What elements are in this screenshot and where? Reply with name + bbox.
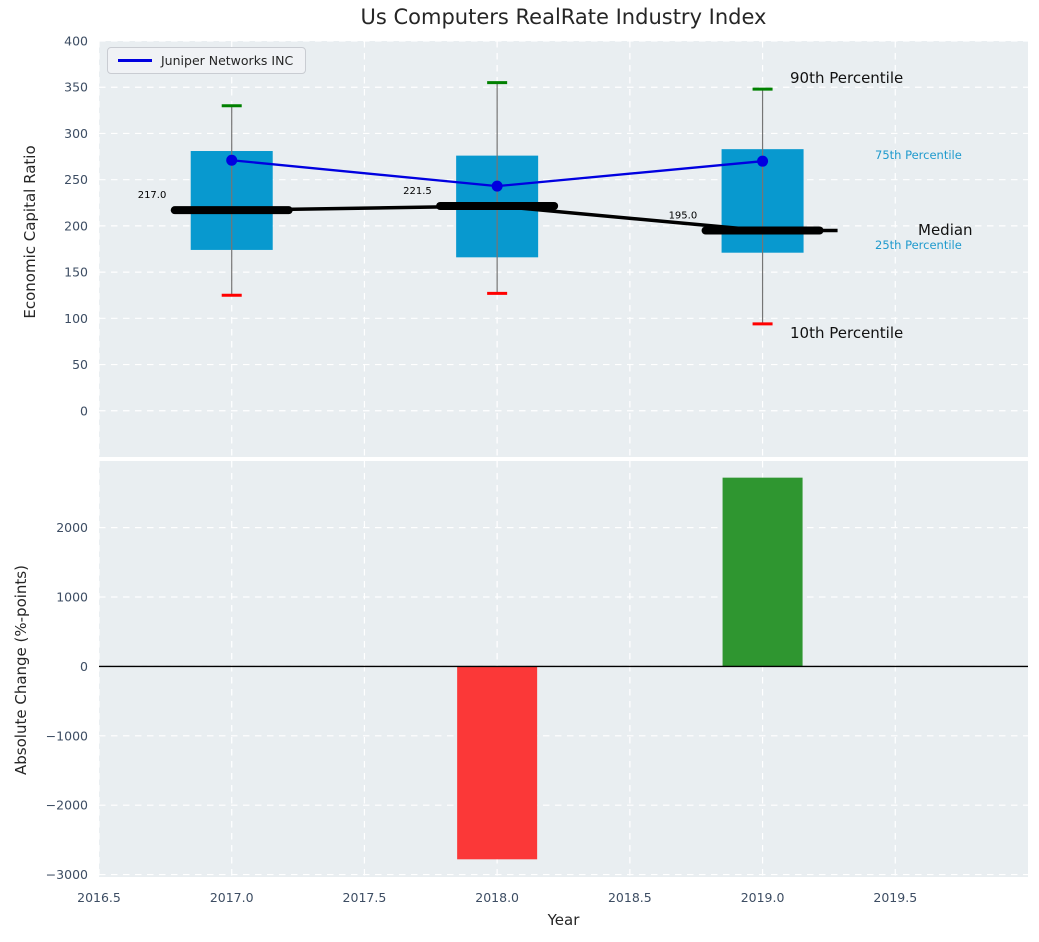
x-tick-label: 2018.0 (475, 890, 519, 905)
legend: Juniper Networks INC (107, 47, 307, 74)
change-bar-2018 (457, 666, 538, 860)
top-y-tick-label: 250 (64, 172, 88, 187)
annotation-90th-percentile: 90th Percentile (790, 69, 904, 87)
x-tick-label: 2017.0 (210, 890, 254, 905)
juniper-marker-2019 (757, 155, 769, 167)
bottom-y-tick-label: −2000 (46, 798, 88, 813)
bottom-y-tick-label: 1000 (56, 590, 88, 605)
bottom-y-tick-label: −1000 (46, 728, 88, 743)
top-y-tick-label: 300 (64, 126, 88, 141)
top-y-tick-label: 400 (64, 34, 88, 49)
legend-line-swatch (118, 59, 152, 62)
median-value-label-2018: 221.5 (403, 186, 432, 197)
bottom-y-axis-label: Absolute Change (%-points) (12, 565, 30, 775)
legend-label: Juniper Networks INC (161, 53, 294, 68)
top-y-tick-label: 0 (80, 403, 88, 418)
top-y-axis-label: Economic Capital Ratio (21, 145, 39, 319)
change-bar-2019 (722, 477, 803, 667)
x-axis-label: Year (547, 911, 580, 929)
x-tick-label: 2016.5 (77, 890, 121, 905)
x-tick-label: 2019.5 (873, 890, 917, 905)
x-tick-label: 2019.0 (741, 890, 785, 905)
juniper-marker-2017 (226, 154, 238, 166)
x-tick-label: 2017.5 (343, 890, 387, 905)
top-y-tick-label: 50 (72, 357, 88, 372)
x-tick-label: 2018.5 (608, 890, 652, 905)
median-value-label-2019: 195.0 (669, 211, 698, 222)
annotation-median: Median (918, 221, 973, 239)
chart-title: Us Computers RealRate Industry Index (360, 5, 767, 29)
top-y-tick-label: 100 (64, 311, 88, 326)
median-value-label-2017: 217.0 (138, 190, 167, 201)
bottom-y-tick-label: 2000 (56, 520, 88, 535)
bottom-plot-background (99, 461, 1028, 877)
annotation-10th-percentile: 10th Percentile (790, 324, 904, 342)
juniper-marker-2018 (491, 180, 503, 192)
annotation-75th-percentile: 75th Percentile (875, 148, 962, 162)
top-y-tick-label: 200 (64, 218, 88, 233)
top-y-tick-label: 350 (64, 80, 88, 95)
top-y-tick-label: 150 (64, 265, 88, 280)
bottom-y-tick-label: −3000 (46, 867, 88, 882)
annotation-25th-percentile: 25th Percentile (875, 238, 962, 252)
bottom-y-tick-label: 0 (80, 659, 88, 674)
